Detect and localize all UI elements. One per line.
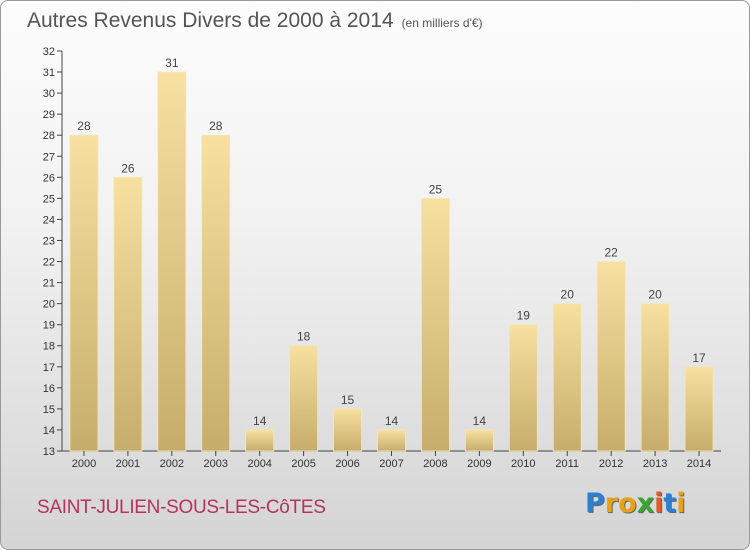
data-label: 20 <box>561 288 575 302</box>
data-label: 22 <box>604 246 618 260</box>
y-tick-label: 14 <box>43 425 55 437</box>
chart-unit: (en milliers d'€) <box>401 16 483 30</box>
data-label: 28 <box>209 119 223 133</box>
y-tick-label: 13 <box>43 446 55 458</box>
data-label: 15 <box>341 393 355 407</box>
y-tick-label: 28 <box>43 130 55 142</box>
chart-title: Autres Revenus Divers de 2000 à 2014 (en … <box>27 9 483 33</box>
proxiti-logo[interactable]: Proxiti <box>585 488 686 519</box>
bar <box>684 366 714 452</box>
bar <box>245 429 275 452</box>
bar <box>596 261 626 452</box>
y-tick-label: 16 <box>43 383 55 395</box>
x-tick-label: 2008 <box>423 458 447 470</box>
y-tick-label: 19 <box>43 320 55 332</box>
bar <box>464 429 494 452</box>
bar <box>157 71 187 452</box>
data-label: 18 <box>297 330 311 344</box>
x-tick-label: 2001 <box>116 458 140 470</box>
y-tick-label: 22 <box>43 257 55 269</box>
chart-title-text: Autres Revenus Divers de 2000 à 2014 <box>27 9 394 32</box>
logo-letter: i <box>676 488 686 519</box>
bar <box>201 134 231 452</box>
y-tick-label: 21 <box>43 278 55 290</box>
data-label: 17 <box>692 351 706 365</box>
logo-letter: i <box>654 488 664 519</box>
bar <box>333 408 362 452</box>
data-label: 20 <box>648 288 662 302</box>
bar <box>289 345 319 452</box>
x-tick-label: 2007 <box>379 458 403 470</box>
x-tick-label: 2014 <box>687 458 711 470</box>
y-tick-label: 27 <box>43 151 55 163</box>
y-tick-label: 29 <box>43 109 55 121</box>
logo-letter: t <box>663 488 677 519</box>
bar <box>113 176 143 452</box>
y-tick-label: 24 <box>43 214 55 226</box>
bar <box>421 197 450 452</box>
data-label: 14 <box>473 414 487 428</box>
y-tick-label: 30 <box>43 88 55 100</box>
x-tick-label: 2011 <box>555 458 579 470</box>
data-label: 28 <box>77 119 91 133</box>
x-tick-label: 2006 <box>335 458 359 470</box>
y-tick-label: 26 <box>43 172 55 184</box>
y-tick-label: 18 <box>43 341 55 353</box>
data-label: 26 <box>121 161 135 175</box>
x-tick-label: 2010 <box>511 458 535 470</box>
bar <box>640 303 670 452</box>
bar <box>552 303 582 452</box>
commune-name: SAINT-JULIEN-SOUS-LES-CôTES <box>37 497 326 518</box>
y-tick-label: 23 <box>43 235 55 247</box>
x-tick-label: 2013 <box>643 458 667 470</box>
x-tick-label: 2012 <box>599 458 623 470</box>
x-tick-label: 2004 <box>247 458 271 470</box>
bar <box>508 324 538 452</box>
data-label: 14 <box>385 414 399 428</box>
y-tick-label: 20 <box>43 299 55 311</box>
y-tick-label: 17 <box>43 362 55 374</box>
logo-letter: x <box>636 488 655 519</box>
y-tick-label: 31 <box>43 67 55 79</box>
bar <box>377 429 406 452</box>
y-tick-label: 32 <box>43 46 55 58</box>
logo-letter: P <box>585 488 605 519</box>
bar <box>69 134 99 452</box>
y-tick-label: 15 <box>43 404 55 416</box>
x-tick-label: 2000 <box>72 458 96 470</box>
data-label: 25 <box>429 182 443 196</box>
data-label: 31 <box>165 56 179 70</box>
data-label: 14 <box>253 414 267 428</box>
logo-letter: o <box>618 488 637 519</box>
x-tick-label: 2003 <box>204 458 228 470</box>
y-tick-label: 25 <box>43 193 55 205</box>
x-tick-label: 2009 <box>467 458 491 470</box>
x-tick-label: 2005 <box>291 458 315 470</box>
logo-letter: r <box>604 488 619 519</box>
data-label: 19 <box>517 309 531 323</box>
x-tick-label: 2002 <box>160 458 184 470</box>
